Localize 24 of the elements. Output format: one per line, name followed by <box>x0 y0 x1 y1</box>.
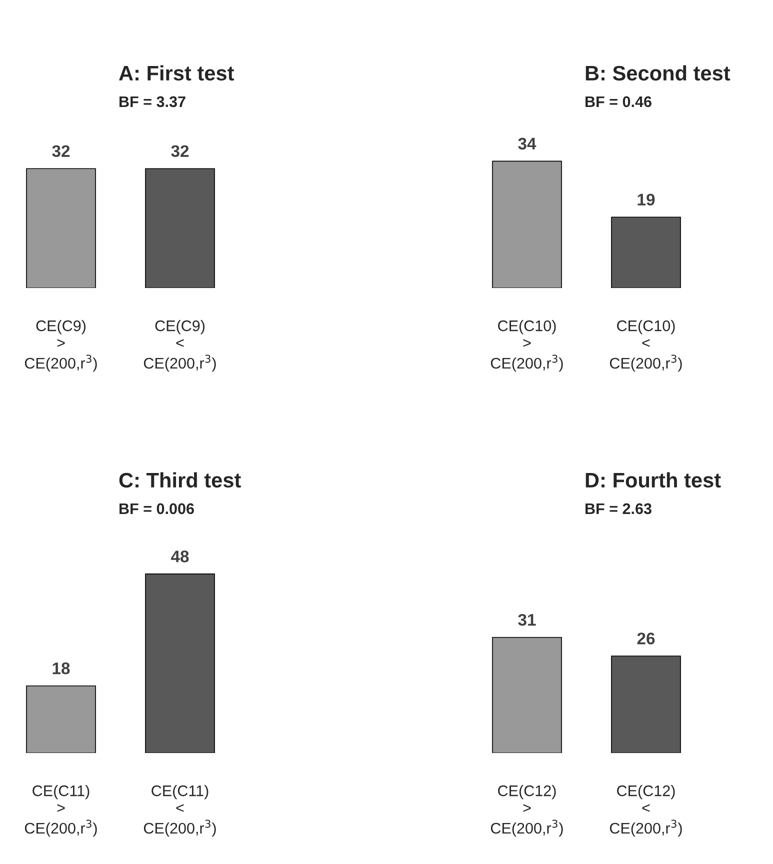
chart-subtitle: BF = 3.37 <box>120 96 186 108</box>
chart-subtitle: BF = 2.63 <box>586 503 652 514</box>
x-tick-label: CE(C10) < CE(200,r$^{3}$) <box>610 320 682 372</box>
data-label: 18 <box>52 662 70 674</box>
x-tick-label: CE(C9) > CE(200,r$^{3}$) <box>24 320 97 372</box>
data-label: 48 <box>170 550 189 562</box>
x-tick-label: CE(C10) > CE(200,r$^{3}$) <box>490 320 563 372</box>
chart-title: B: Second test <box>586 65 730 81</box>
chart-title: C: Third test <box>119 472 241 488</box>
x-tick-label: CE(C11) < CE(200,r$^{3}$) <box>144 785 216 837</box>
x-tick-label: CE(C11) > CE(200,r$^{3}$) <box>24 785 97 837</box>
x-tick-label: CE(C12) > CE(200,r$^{3}$) <box>490 785 563 837</box>
data-label: 32 <box>52 145 70 158</box>
data-label: 32 <box>171 145 189 158</box>
data-label: 26 <box>637 632 655 644</box>
x-tick-label: CE(C12) < CE(200,r$^{3}$) <box>610 785 682 837</box>
x-tick-label: CE(C9) < CE(200,r$^{3}$) <box>144 320 216 372</box>
data-label: 31 <box>518 614 536 626</box>
data-label: 19 <box>638 194 655 206</box>
chart-subtitle: BF = 0.46 <box>586 96 652 108</box>
data-label: 34 <box>518 138 536 150</box>
chart-subtitle: BF = 0.006 <box>120 503 194 514</box>
chart-title: D: Fourth test <box>586 472 721 488</box>
chart-title: A: First test <box>119 65 234 81</box>
